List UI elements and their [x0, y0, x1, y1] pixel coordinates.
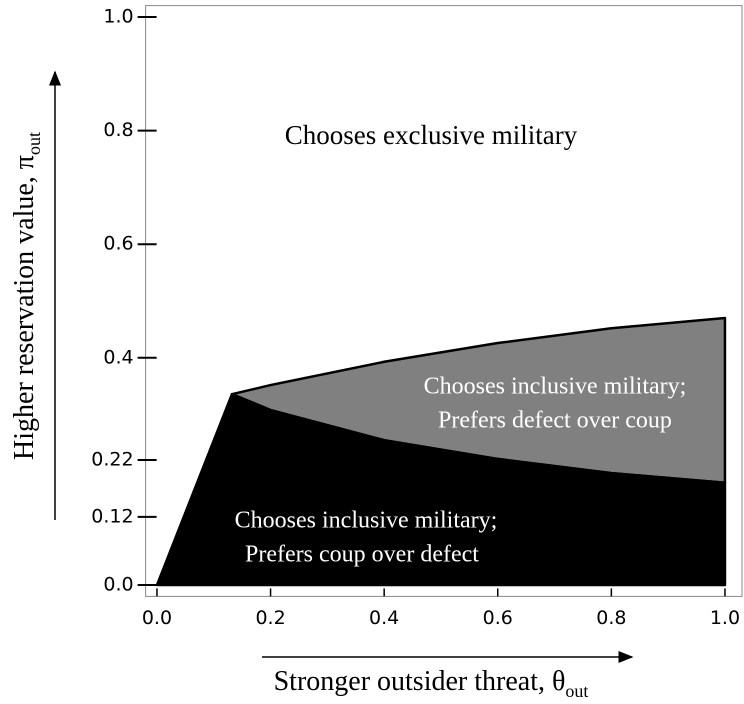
x-tick-label: 0.4 — [369, 607, 399, 629]
y-tick-label: 0.12 — [91, 505, 133, 527]
x-label-main: Stronger outsider threat, θ — [274, 666, 566, 697]
region-label: Prefers defect over coup — [438, 408, 672, 434]
region-label: Chooses inclusive military; — [424, 374, 687, 400]
x-tick-label: 1.0 — [710, 607, 740, 629]
y-tick-label: 0.0 — [103, 574, 133, 596]
region-label: Chooses inclusive military; — [235, 508, 498, 534]
y-axis-label: Higher reservation value, πout — [9, 132, 44, 460]
y-tick-label: 0.4 — [103, 346, 133, 368]
region-label: Chooses exclusive military — [285, 120, 578, 150]
y-label-main: Higher reservation value, π — [9, 155, 40, 460]
x-tick-label: 0.8 — [596, 607, 626, 629]
y-tick-label: 0.6 — [103, 233, 133, 255]
plot-area — [145, 5, 743, 597]
x-label-sub: out — [565, 681, 588, 701]
x-tick-label: 0.0 — [142, 607, 172, 629]
region-label: Prefers coup over defect — [245, 542, 479, 568]
region — [155, 392, 727, 587]
y-tick-label: 0.8 — [103, 119, 133, 141]
x-axis-label: Stronger outsider threat, θout — [274, 666, 589, 701]
x-tick-label: 0.2 — [255, 607, 285, 629]
y-label-sub: out — [24, 132, 44, 155]
frame — [145, 5, 743, 597]
y-tick-label: 1.0 — [103, 5, 133, 27]
x-tick-label: 0.6 — [483, 607, 513, 629]
y-tick-label: 0.22 — [91, 449, 133, 471]
